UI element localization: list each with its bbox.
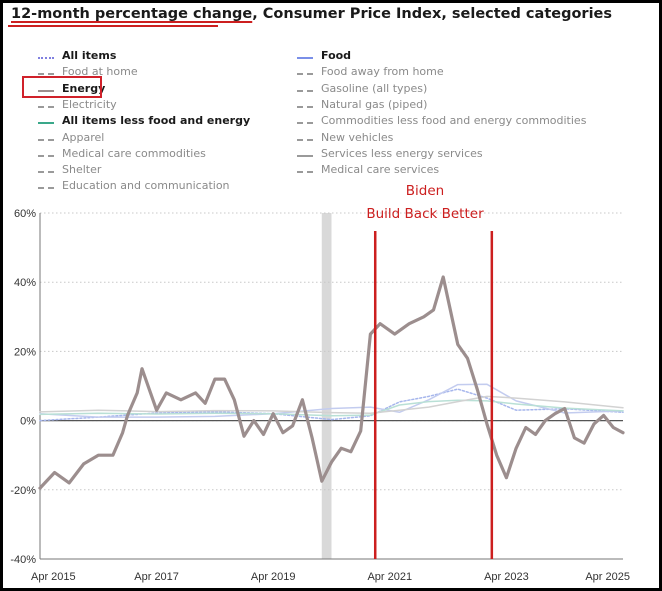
legend-label: Energy — [62, 81, 106, 95]
legend-label: Food — [321, 49, 352, 62]
legend-label: All items — [62, 49, 117, 62]
legend-label: Commodities less food and energy commodi… — [321, 114, 587, 128]
legend-swatch — [38, 154, 54, 157]
legend-label: Medical care services — [321, 163, 440, 177]
chart-title-rest: , Consumer Price Index, selected categor… — [252, 6, 613, 22]
legend-label: Gasoline (all types) — [321, 81, 428, 95]
y-tick-label: 20% — [14, 346, 36, 358]
y-tick-label: 60% — [14, 208, 36, 220]
y-tick-label: 0% — [20, 416, 36, 428]
y-tick-label: -40% — [10, 554, 36, 566]
y-tick-label: -20% — [10, 485, 36, 497]
series-line-all-items — [39, 388, 624, 422]
legend-swatch — [38, 171, 54, 174]
legend-label: Education and communication — [62, 179, 230, 193]
annotation-biden: Biden — [405, 183, 445, 199]
legend-swatch — [38, 138, 54, 141]
series-line-services-less-energy-services — [39, 395, 624, 415]
legend-swatch — [38, 122, 54, 125]
legend-label: New vehicles — [321, 130, 394, 144]
legend-swatch — [297, 105, 313, 108]
legend-label: Shelter — [62, 163, 102, 177]
legend-swatch — [38, 105, 54, 108]
legend-swatch — [38, 57, 54, 59]
title-underline-accent — [8, 25, 218, 27]
legend-label: Natural gas (piped) — [321, 97, 428, 111]
x-tick-label: Apr 2019 — [251, 571, 296, 583]
legend-label: Electricity — [62, 97, 117, 111]
series-line-energy — [38, 275, 625, 490]
series-line-all-items-less-food-and-energy — [39, 399, 624, 417]
x-tick-label: Apr 2023 — [484, 571, 529, 583]
energy-highlight-box — [22, 76, 102, 98]
x-tick-label: Apr 2017 — [134, 571, 179, 583]
x-tick-label: Apr 2015 — [31, 571, 76, 583]
legend-label: All items less food and energy — [62, 114, 251, 128]
legend-label: Medical care commodities — [62, 146, 206, 160]
legend-swatch — [297, 57, 313, 59]
y-tick-label: 40% — [14, 277, 36, 289]
legend-label: Food away from home — [321, 65, 444, 79]
x-tick-label: Apr 2021 — [367, 571, 412, 583]
recession-shading — [321, 213, 332, 559]
legend-swatch — [297, 154, 313, 157]
legend-swatch — [297, 89, 313, 92]
legend-label: Services less energy services — [321, 146, 483, 160]
legend-label: Food at home — [62, 65, 138, 79]
legend-swatch — [297, 171, 313, 174]
chart-title: 12-month percentage change, Consumer Pri… — [11, 6, 612, 22]
legend-swatch — [38, 73, 54, 76]
legend-swatch — [38, 89, 54, 92]
annotation-build-back-better: Build Back Better — [366, 206, 484, 222]
legend-swatch — [297, 138, 313, 141]
legend-swatch — [297, 122, 313, 125]
x-tick-label: Apr 2025 — [585, 571, 630, 583]
legend-swatch — [297, 73, 313, 76]
legend-swatch — [38, 187, 54, 190]
legend-label: Apparel — [62, 130, 105, 144]
chart-title-underlined: 12-month percentage change — [11, 6, 253, 22]
